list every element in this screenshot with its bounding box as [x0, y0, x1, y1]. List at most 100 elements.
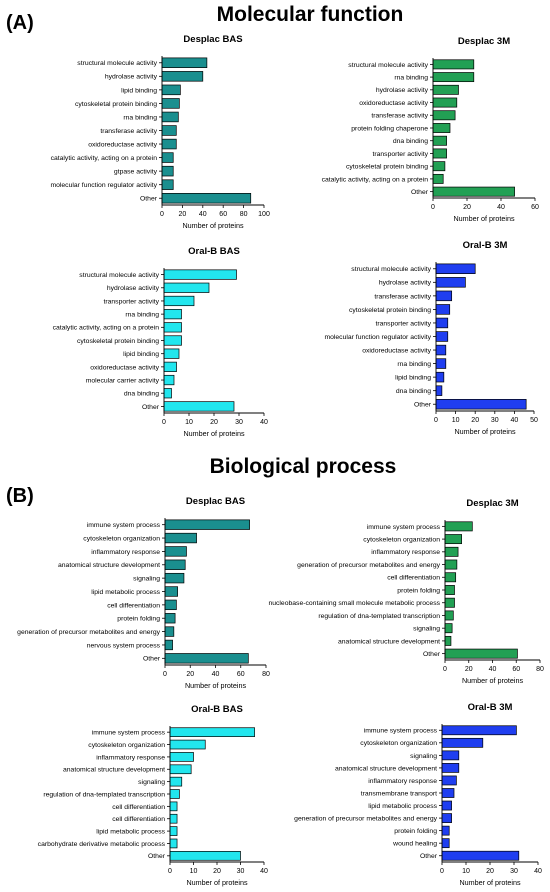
- category-label: catalytic activity, acting on a protein: [53, 325, 160, 332]
- category-label: generation of precursor metabolites and …: [297, 562, 440, 569]
- category-label: Other: [140, 196, 158, 203]
- category-label: rna binding: [125, 312, 159, 319]
- x-tick-label: 60: [531, 204, 539, 211]
- category-label: structural molecule activity: [79, 272, 159, 279]
- x-tick-label: 40: [212, 671, 220, 678]
- section-b-title: Biological process: [209, 455, 397, 478]
- section-a-letter: (A): [6, 12, 34, 34]
- x-tick-label: 20: [179, 211, 187, 218]
- category-label: structural molecule activity: [77, 60, 157, 67]
- x-tick-label: 20: [186, 671, 194, 678]
- category-label: regulation of dna-templated transcriptio…: [43, 791, 165, 798]
- category-label: cell differentiation: [387, 575, 440, 582]
- category-label: protein folding: [117, 616, 160, 623]
- category-label: transporter activity: [372, 151, 428, 158]
- category-label: wound healing: [392, 841, 437, 848]
- category-label: dna binding: [124, 391, 159, 398]
- category-label: immune system process: [367, 524, 441, 531]
- x-tick-label: 0: [160, 211, 164, 218]
- category-label: transferase activity: [374, 293, 431, 300]
- category-label: structural molecule activity: [348, 62, 428, 69]
- category-label: Other: [411, 189, 429, 196]
- category-label: molecular function regulator activity: [50, 182, 157, 189]
- category-label: rna binding: [397, 361, 431, 368]
- x-tick-label: 60: [237, 671, 245, 678]
- x-tick-label: 20: [213, 868, 221, 875]
- x-tick-label: 40: [199, 211, 207, 218]
- x-tick-label: 0: [434, 417, 438, 424]
- category-label: transmembrane transport: [361, 790, 437, 797]
- category-label: cytoskeleton organization: [363, 536, 440, 543]
- x-tick-label: 10: [452, 417, 460, 424]
- x-tick-label: 80: [240, 211, 248, 218]
- x-axis-label: Number of proteins: [454, 427, 516, 436]
- category-label: hydrolase activity: [379, 280, 432, 287]
- bar: [441, 750, 460, 761]
- x-tick-label: 60: [512, 666, 520, 673]
- category-label: Other: [420, 853, 438, 860]
- category-label: cytoskeletal protein binding: [349, 307, 431, 314]
- category-label: immune system process: [364, 728, 438, 735]
- category-label: inflammatory response: [368, 778, 437, 785]
- x-tick-label: 40: [497, 204, 505, 211]
- category-label: cytoskeleton organization: [360, 740, 437, 747]
- category-label: transferase activity: [100, 128, 157, 135]
- category-label: Other: [143, 656, 161, 663]
- category-label: regulation of dna-templated transcriptio…: [318, 613, 440, 620]
- x-tick-label: 20: [210, 419, 218, 426]
- category-label: rna binding: [123, 114, 157, 121]
- category-label: molecular carrier activity: [86, 377, 160, 384]
- x-tick-label: 30: [510, 868, 518, 875]
- category-label: nervous system process: [87, 642, 161, 649]
- x-tick-label: 0: [440, 868, 444, 875]
- category-label: generation of precursor metabolites and …: [294, 815, 437, 822]
- category-label: Other: [414, 402, 432, 409]
- category-label: catalytic activity, acting on a protein: [51, 155, 158, 162]
- x-axis-label: Number of proteins: [453, 214, 515, 223]
- category-label: oxidoreductase activity: [359, 100, 428, 107]
- bar: [441, 775, 457, 786]
- section-a-title: Molecular function: [216, 3, 404, 26]
- x-tick-label: 40: [511, 417, 519, 424]
- category-label: cell differentiation: [112, 804, 165, 811]
- x-tick-label: 40: [534, 868, 542, 875]
- category-label: immune system process: [87, 522, 161, 529]
- category-label: inflammatory response: [371, 549, 440, 556]
- x-tick-label: 10: [462, 868, 470, 875]
- x-tick-label: 20: [465, 666, 473, 673]
- x-tick-label: 80: [536, 666, 544, 673]
- category-label: signaling: [413, 626, 440, 633]
- category-label: transporter activity: [103, 298, 159, 305]
- category-label: protein folding: [397, 587, 440, 594]
- category-label: gtpase activity: [114, 169, 158, 176]
- x-axis-label: Number of proteins: [462, 676, 524, 685]
- category-label: cytoskeleton organization: [88, 742, 165, 749]
- category-label: protein folding chaperone: [351, 125, 428, 132]
- category-label: rna binding: [394, 74, 428, 81]
- chart-title: Oral-B 3M: [463, 240, 508, 251]
- x-tick-label: 20: [486, 868, 494, 875]
- x-tick-label: 40: [489, 666, 497, 673]
- category-label: anatomical structure development: [335, 765, 437, 772]
- x-axis-label: Number of proteins: [459, 878, 521, 887]
- x-tick-label: 20: [471, 417, 479, 424]
- category-label: molecular function regulator activity: [324, 334, 431, 341]
- category-label: transporter activity: [375, 320, 431, 327]
- bar: [441, 725, 517, 736]
- category-label: nucleobase-containing small molecule met…: [268, 600, 440, 607]
- x-axis-label: Number of proteins: [186, 878, 248, 887]
- bar: [441, 825, 450, 836]
- category-label: generation of precursor metabolites and …: [17, 629, 160, 636]
- chart-title: Oral-B BAS: [191, 704, 243, 715]
- x-axis-label: Number of proteins: [183, 429, 245, 438]
- category-label: structural molecule activity: [351, 266, 431, 273]
- x-tick-label: 30: [491, 417, 499, 424]
- chart-title: Desplac BAS: [186, 496, 245, 507]
- section-b-letter: (B): [6, 485, 34, 507]
- x-tick-label: 0: [443, 666, 447, 673]
